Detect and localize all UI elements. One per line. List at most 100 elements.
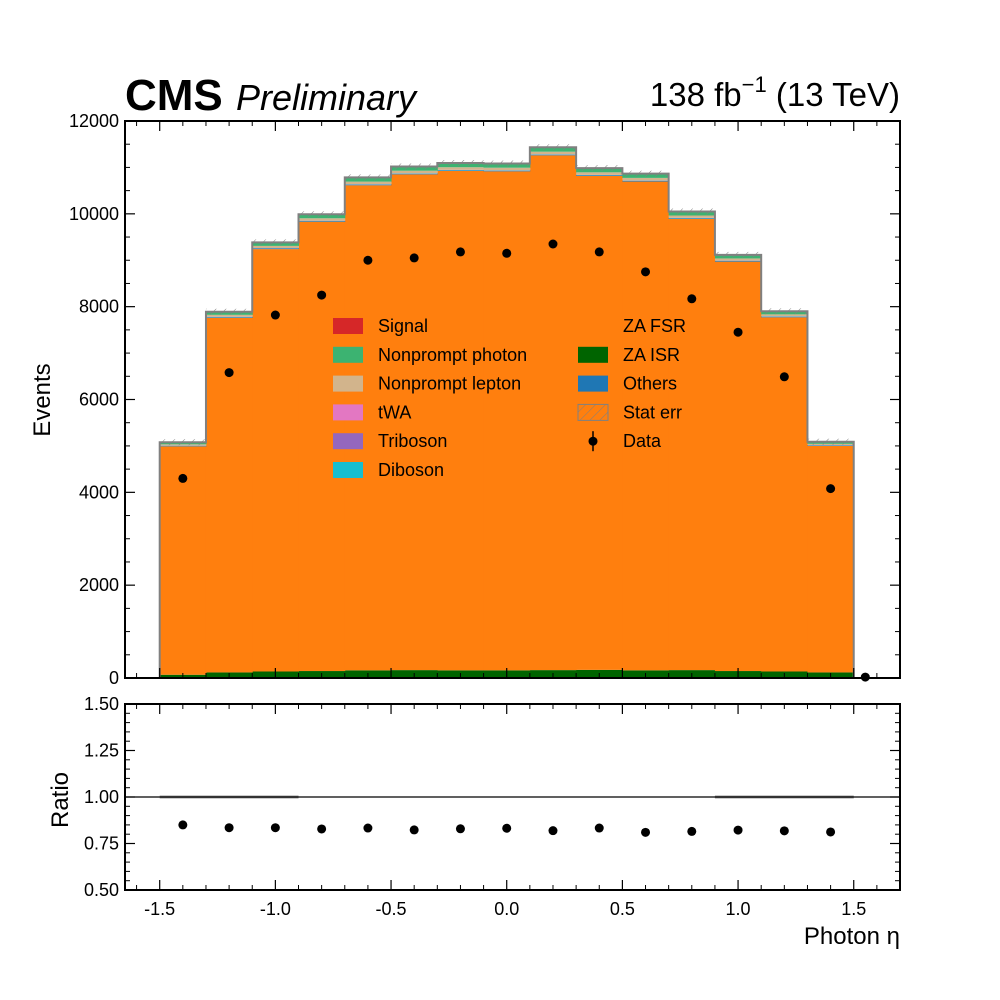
ratio-point-12 [733, 825, 743, 835]
stat-error-box-6 [437, 160, 484, 167]
bar-others-10 [622, 180, 670, 182]
data-point-10 [641, 267, 651, 277]
ratio-point-1 [224, 823, 234, 833]
legend-swatch-others [578, 375, 608, 392]
data-point-5 [409, 253, 419, 263]
bar-za-fsr-9 [576, 176, 623, 670]
bar-others-5 [391, 173, 438, 175]
ratio-y-axis-label: Ratio [47, 772, 74, 828]
x-tick-label: 0.0 [494, 899, 519, 919]
status-label: Preliminary [236, 77, 418, 118]
stat-error-box-10 [622, 170, 669, 177]
stat-error-box-14 [807, 438, 854, 445]
stat-error-box-12 [714, 251, 762, 258]
bar-others-11 [668, 218, 716, 219]
y-tick-label: 6000 [79, 390, 119, 410]
legend-label-twa: tWA [378, 402, 411, 422]
legend-swatch-data [588, 436, 598, 446]
lumi-exponent: −1 [742, 72, 767, 97]
bar-za-fsr-6 [437, 170, 485, 671]
legend-label-others: Others [623, 374, 677, 394]
data-point-4 [363, 255, 373, 265]
stat-error-box-2 [252, 239, 299, 246]
stat-error-box-8 [529, 144, 577, 151]
legend-label-signal: Signal [378, 316, 428, 336]
main-panel: 0 2000 4000 6000 8000 10000 12000 Events [29, 111, 901, 688]
ratio-y-tick-label: 1.50 [84, 694, 119, 714]
bar-nonprompt-lepton-13 [761, 314, 808, 317]
bar-nonprompt-lepton-10 [622, 177, 670, 181]
bar-others-3 [298, 221, 346, 222]
bar-others-6 [437, 170, 485, 171]
x-tick-label: 1.0 [726, 899, 751, 919]
ratio-point-7 [502, 823, 512, 833]
bar-nonprompt-lepton-9 [576, 172, 623, 175]
legend-label-stat-err: Stat err [623, 402, 682, 422]
ratio-point-6 [455, 824, 465, 834]
stat-error-band [158, 144, 855, 678]
data-point-11 [687, 294, 697, 304]
bar-nonprompt-lepton-5 [391, 170, 438, 174]
stat-error-box-0 [159, 439, 206, 446]
ratio-point-8 [548, 826, 558, 836]
bar-nonprompt-lepton-1 [205, 314, 253, 317]
lumi-energy: (13 TeV) [767, 76, 900, 113]
legend-swatch-za-isr [578, 346, 608, 363]
data-point-9 [594, 247, 604, 257]
lumi-value: 138 fb [650, 76, 742, 113]
data-point-13 [779, 372, 789, 382]
bar-za-fsr-11 [668, 218, 716, 671]
legend-label-za-fsr: ZA FSR [623, 316, 686, 336]
bar-za-fsr-13 [761, 317, 808, 672]
bar-others-4 [344, 184, 392, 186]
stat-error-box-7 [483, 160, 530, 167]
ratio-y-tick-label: 1.00 [84, 787, 119, 807]
data-point-3 [317, 290, 327, 300]
ratio-point-0 [178, 820, 188, 830]
bar-others-13 [761, 316, 808, 318]
bar-others-7 [483, 170, 531, 172]
bar-za-fsr-4 [344, 185, 392, 671]
legend-label-nonprompt-photon: Nonprompt photon [378, 345, 527, 365]
bar-nonprompt-lepton-3 [298, 218, 346, 221]
ratio-frame [124, 703, 901, 891]
data-point-0 [178, 473, 188, 483]
legend-swatch-signal [333, 318, 363, 334]
y-tick-label: 10000 [69, 204, 119, 224]
y-tick-label: 8000 [79, 297, 119, 317]
legend-label-triboson: Triboson [378, 431, 447, 451]
data-point-1 [224, 368, 234, 378]
stat-error-box-13 [761, 308, 808, 315]
legend-swatch-nonprompt-lepton [333, 375, 363, 392]
ratio-y-tick-label: 0.50 [84, 880, 119, 900]
data-point-2 [270, 310, 280, 320]
ratio-point-2 [270, 823, 280, 833]
lumi-label: 138 fb−1 (13 TeV) [650, 72, 900, 113]
bar-others-2 [252, 248, 300, 250]
ratio-points [178, 820, 836, 837]
data-point-14 [826, 484, 836, 494]
y-axis-label: Events [29, 363, 56, 436]
stacked-histogram [159, 147, 855, 678]
ratio-point-11 [687, 826, 697, 836]
bar-others-8 [529, 154, 577, 156]
legend-swatch-nonprompt-photon [333, 346, 363, 363]
bar-others-12 [714, 260, 762, 262]
legend-swatch-triboson [333, 433, 363, 450]
ratio-y-tick-label: 1.25 [84, 741, 119, 761]
ratio-point-3 [317, 824, 327, 834]
data-point-6 [455, 247, 465, 257]
ratio-point-14 [826, 827, 836, 837]
stat-error-box-4 [344, 174, 392, 181]
bar-nonprompt-lepton-7 [483, 167, 531, 171]
ratio-point-9 [594, 823, 604, 833]
bar-za-fsr-14 [807, 445, 855, 673]
ratio-axis-ticks: -1.5 -1.0 -0.5 0.0 0.5 1.0 1.5 0.50 0.75 1.00 1.25… [84, 694, 900, 919]
data-points [178, 239, 870, 682]
ratio-point-4 [363, 823, 373, 833]
main-frame [124, 120, 901, 679]
legend-swatch-stat-err [577, 403, 609, 421]
y-tick-label: 0 [109, 668, 119, 688]
bar-za-fsr-8 [529, 155, 577, 671]
bar-za-fsr-10 [622, 181, 670, 671]
